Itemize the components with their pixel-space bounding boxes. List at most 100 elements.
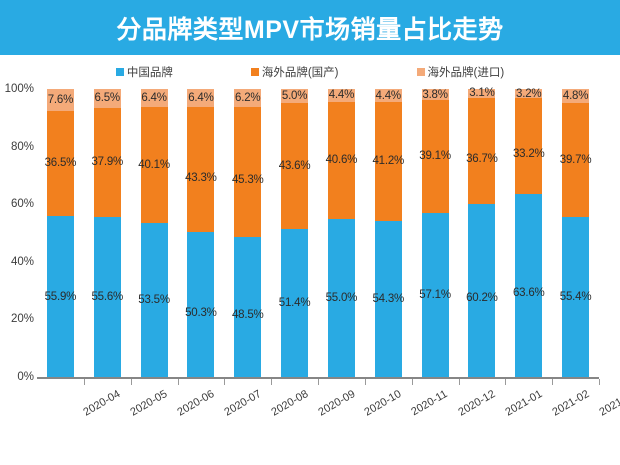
bar-value-label: 3.2% — [516, 87, 542, 100]
bar-value-label: 4.4% — [375, 89, 402, 102]
bar-value-label: 3.1% — [469, 87, 495, 100]
bar-segment[interactable]: 6.5% — [93, 89, 121, 108]
bar-stack[interactable]: 4.4% 41.2% 54.3% — [372, 89, 404, 377]
legend-label: 海外品牌(进口) — [427, 67, 505, 79]
bar-stack[interactable]: 4.4% 40.6% 55.0% — [325, 89, 358, 377]
bar-segment[interactable]: 43.3% — [185, 107, 217, 233]
x-axis-tick-mark — [224, 379, 226, 385]
legend-item-domestic-brand[interactable]: 中国品牌 — [115, 64, 173, 80]
x-axis-tick-mark — [505, 379, 507, 385]
x-axis-tick-mark — [83, 379, 85, 385]
bar-value-label: 36.5% — [44, 157, 77, 170]
bar-value-label: 55.0% — [325, 291, 358, 304]
bar-segment[interactable]: 3.1% — [468, 87, 496, 100]
bar-segment[interactable]: 63.6% — [512, 193, 545, 377]
bar-value-label: 50.3% — [185, 306, 217, 319]
x-axis-category-label: 2020-11 — [409, 388, 450, 419]
x-axis-category-label: 2021-02 — [550, 388, 592, 419]
bar-segment[interactable]: 43.6% — [279, 103, 311, 229]
bar-value-label: 6.5% — [94, 92, 121, 105]
bar-value-label: 63.6% — [512, 287, 545, 300]
bar-segment[interactable]: 4.8% — [562, 89, 590, 104]
bar-stack[interactable]: 6.4% 40.1% 53.5% — [138, 89, 170, 377]
bar-segment[interactable]: 54.3% — [372, 220, 404, 377]
bar-segment[interactable]: 4.4% — [374, 89, 402, 102]
bar-value-label: 4.8% — [562, 90, 589, 103]
bar-segment[interactable]: 4.4% — [327, 89, 355, 102]
square-swatch-icon — [416, 68, 425, 76]
bar-value-label: 7.6% — [47, 93, 74, 106]
bar-value-label: 60.2% — [466, 292, 498, 305]
page-title: 分品牌类型MPV市场销量占比走势 — [116, 15, 504, 44]
x-axis-category-label: 2020-07 — [222, 388, 264, 419]
bar-stack[interactable]: 6.5% 37.9% 55.6% — [91, 89, 124, 377]
bar-segment[interactable]: 55.4% — [560, 217, 592, 377]
bar-segment[interactable]: 55.0% — [325, 218, 358, 377]
bar-segment[interactable]: 48.5% — [232, 237, 264, 377]
y-axis-tick-label: 100% — [4, 83, 34, 95]
bar-stack[interactable]: 3.2% 33.2% 63.6% — [512, 87, 545, 377]
bar-segment[interactable]: 50.3% — [185, 232, 217, 377]
bar-segment[interactable]: 57.1% — [419, 212, 451, 377]
bar-stack[interactable]: 3.8% 39.1% 57.1% — [419, 88, 451, 377]
bar-segment[interactable]: 55.9% — [44, 216, 77, 377]
x-axis-category-label: 2020-04 — [81, 388, 123, 419]
bar-stack[interactable]: 7.6% 36.5% 55.9% — [44, 89, 77, 377]
bar-segment[interactable]: 36.7% — [466, 97, 498, 204]
bar-segment[interactable]: 53.5% — [138, 222, 170, 377]
bar-value-label: 55.6% — [91, 290, 124, 303]
bar-stack[interactable]: 3.1% 36.7% 60.2% — [466, 87, 498, 377]
legend-item-foreign-locally-produced[interactable]: 海外品牌(国产) — [250, 64, 339, 80]
bar-value-label: 39.1% — [419, 150, 451, 163]
bar-segment[interactable]: 3.2% — [515, 87, 543, 100]
bar-segment[interactable]: 6.4% — [187, 89, 215, 108]
bar-segment[interactable]: 3.8% — [421, 88, 449, 101]
bar-segment[interactable]: 55.6% — [91, 216, 124, 377]
bar-segment[interactable]: 7.6% — [46, 89, 74, 111]
x-axis-tick-mark — [458, 379, 460, 385]
square-swatch-icon — [250, 68, 259, 76]
x-axis-labels: 2020-04 2020-05 2020-06 2020-07 2020-08 2020-… — [0, 384, 620, 464]
bar-value-label: 3.8% — [422, 88, 448, 101]
bar-stack[interactable]: 6.2% 45.3% 48.5% — [232, 89, 264, 377]
bar-segment[interactable]: 45.3% — [232, 106, 264, 238]
bar-segment[interactable]: 36.5% — [44, 110, 77, 217]
bar-value-label: 6.4% — [188, 92, 214, 105]
bar-segment[interactable]: 41.2% — [372, 101, 404, 221]
x-axis-tick-mark — [599, 379, 600, 385]
bar-segment[interactable]: 6.2% — [234, 89, 262, 107]
bar-segment[interactable]: 51.4% — [278, 228, 311, 377]
bar-stack[interactable]: 4.8% 39.7% 55.4% — [559, 89, 592, 377]
x-axis-category-label: 2021-03 — [596, 388, 620, 419]
bar-segment[interactable]: 40.6% — [325, 101, 358, 219]
y-axis-tick-label: 20% — [10, 313, 34, 326]
bar-stack[interactable]: 6.4% 43.3% 50.3% — [185, 89, 217, 377]
bar-segment[interactable]: 40.1% — [138, 107, 170, 223]
bar-value-label: 43.3% — [185, 171, 217, 184]
bar-value-label: 57.1% — [419, 288, 451, 301]
bar-value-label: 33.2% — [512, 148, 545, 161]
bar-segment[interactable]: 60.2% — [466, 203, 498, 377]
bar-value-label: 51.4% — [278, 296, 311, 309]
bar-value-label: 40.1% — [138, 159, 170, 172]
bar-stack[interactable]: 5.0% 43.6% 51.4% — [278, 89, 311, 377]
legend-label: 中国品牌 — [126, 67, 173, 79]
bar-value-label: 39.7% — [559, 154, 592, 167]
bar-value-label: 40.6% — [325, 154, 358, 167]
bar-value-label: 55.9% — [44, 290, 77, 303]
x-axis-category-label: 2020-12 — [456, 388, 498, 419]
bar-value-label: 53.5% — [138, 293, 170, 306]
x-axis-line — [37, 377, 599, 379]
x-axis-tick-mark — [177, 379, 179, 385]
bar-segment[interactable]: 39.7% — [559, 103, 592, 218]
bar-segment[interactable]: 39.1% — [419, 99, 451, 213]
bar-segment[interactable]: 5.0% — [281, 89, 309, 104]
x-axis-tick-mark — [552, 379, 554, 385]
x-axis-category-label: 2020-05 — [128, 388, 170, 419]
legend-item-foreign-imported[interactable]: 海外品牌(进口) — [416, 64, 505, 80]
bar-segment[interactable]: 6.4% — [140, 89, 168, 108]
x-axis-category-label: 2020-09 — [315, 388, 357, 419]
bar-segment[interactable]: 37.9% — [91, 107, 123, 217]
chart-title-bar: 分品牌类型MPV市场销量占比走势 — [0, 0, 620, 55]
bar-segment[interactable]: 33.2% — [512, 98, 545, 194]
